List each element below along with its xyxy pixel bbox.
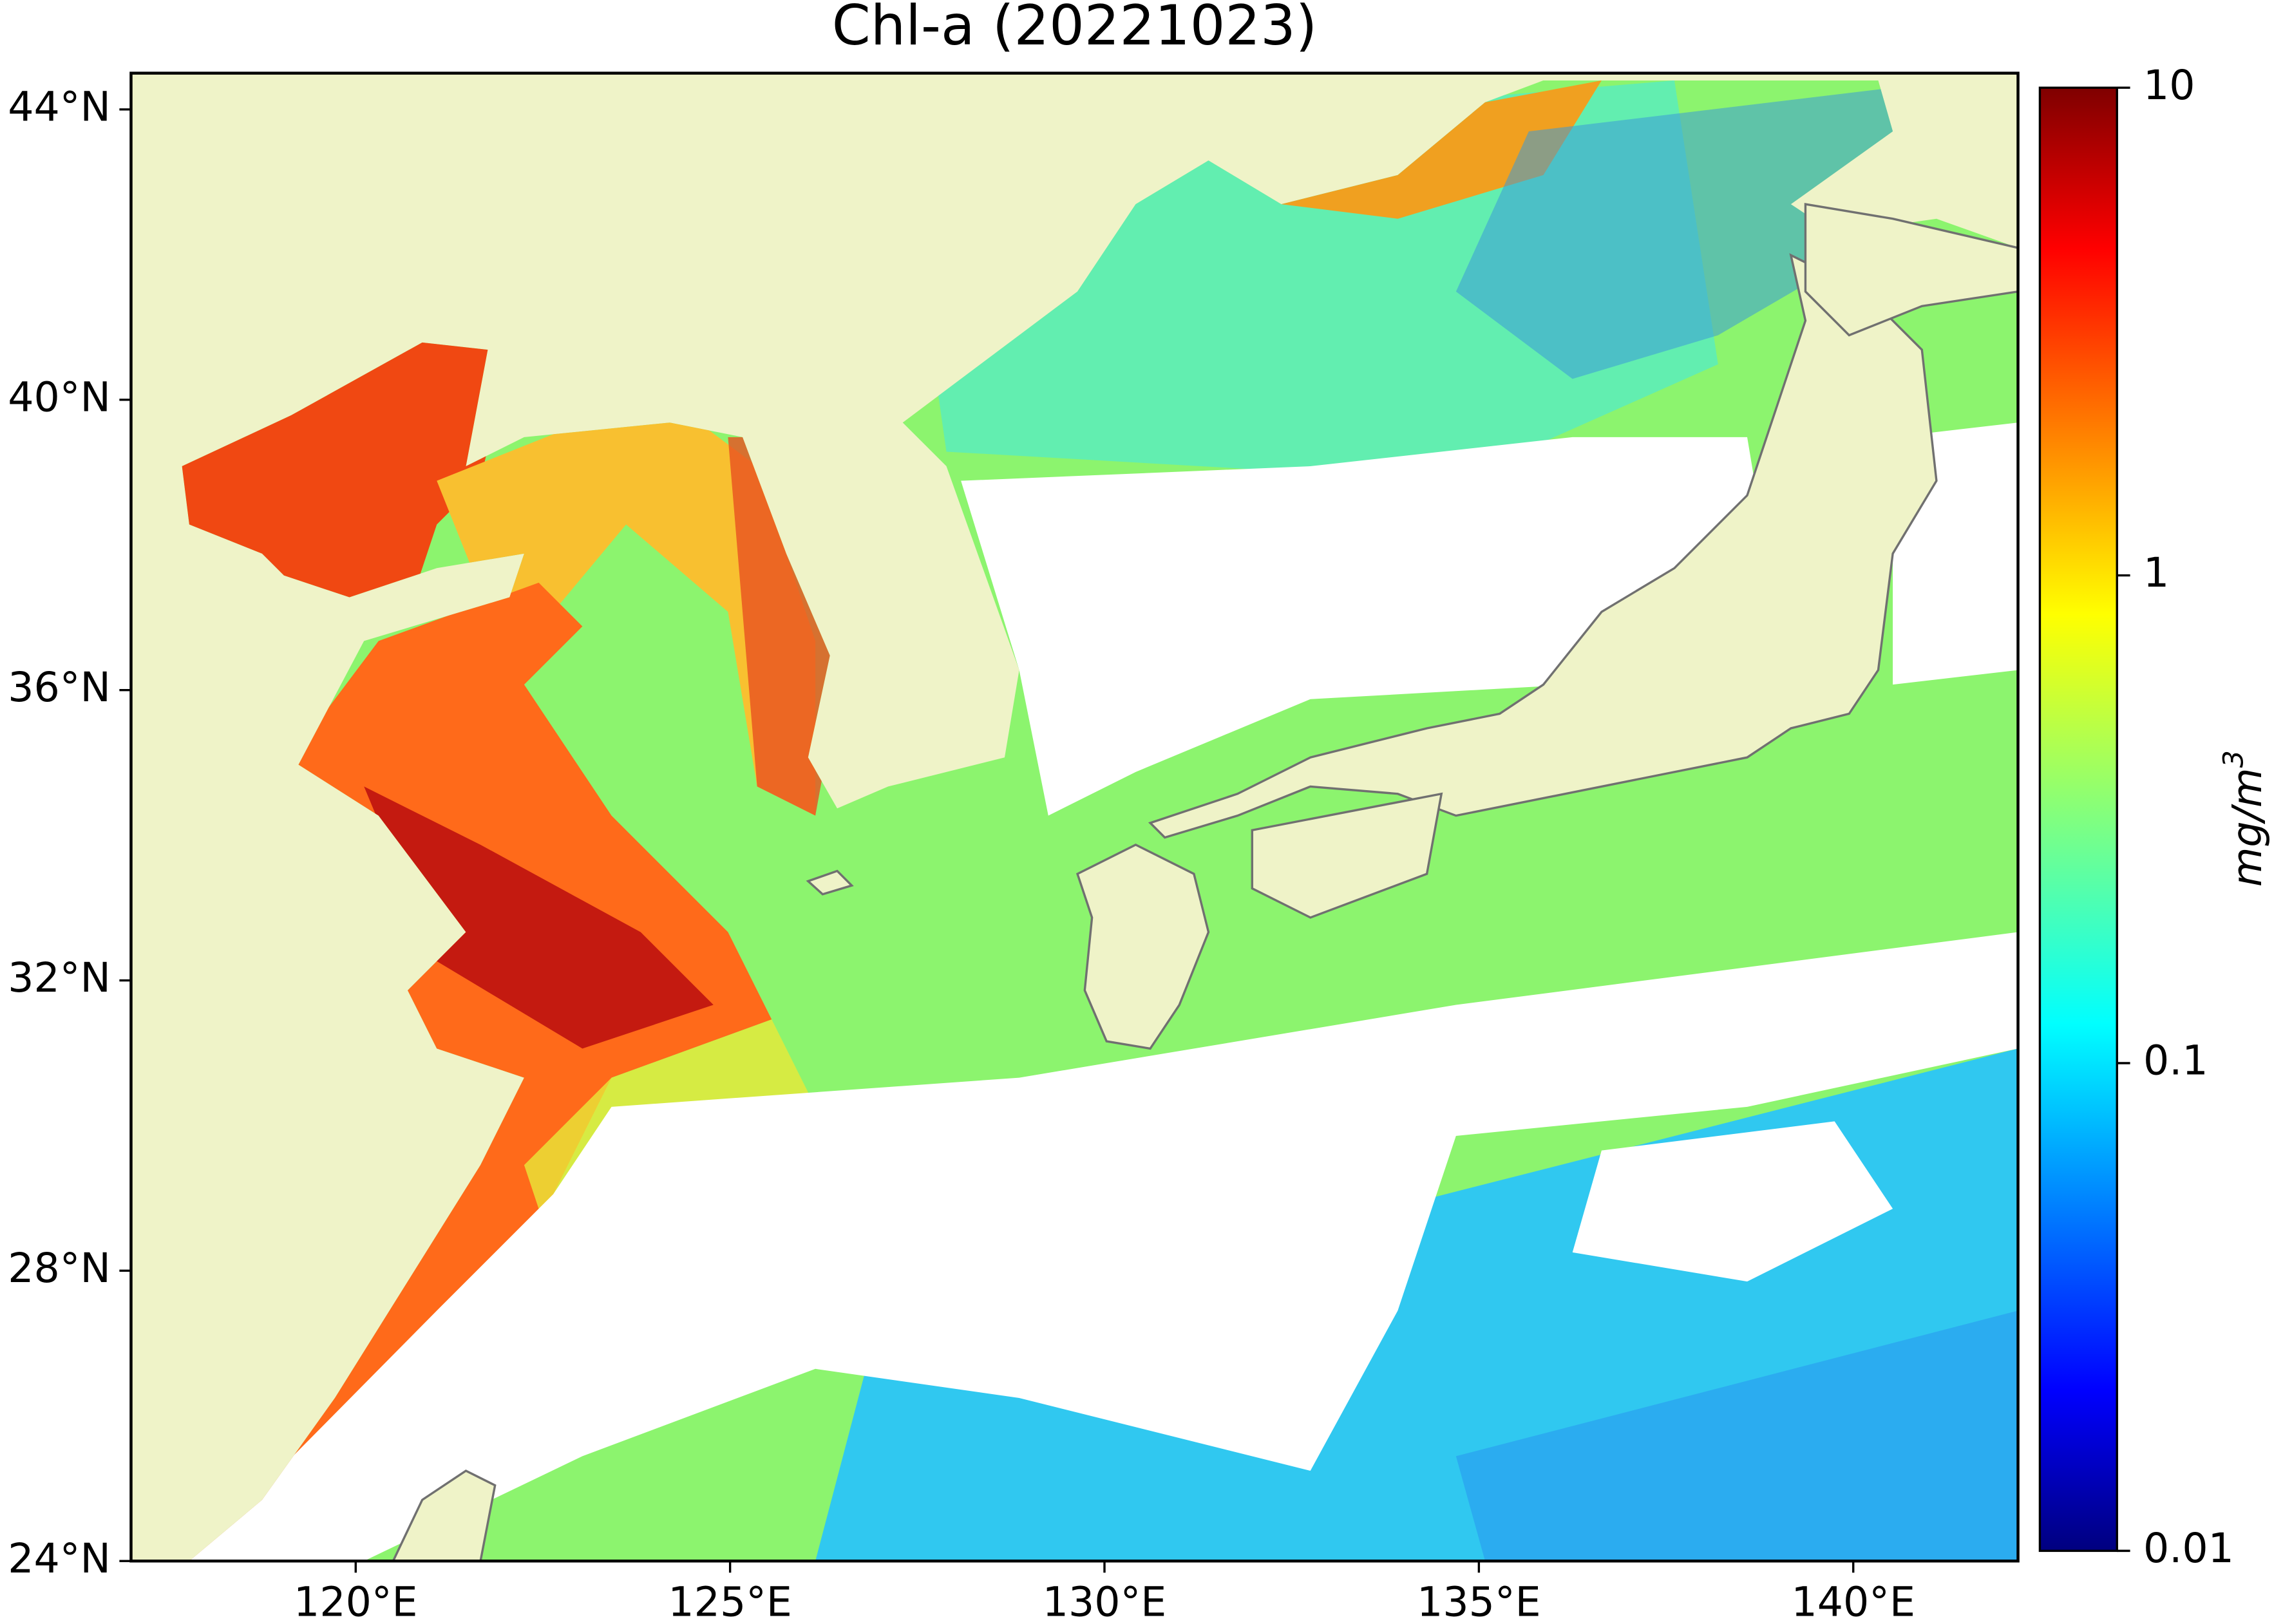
chl-field bbox=[182, 320, 510, 612]
y-tick-label: 40°N bbox=[8, 373, 111, 420]
map-area bbox=[131, 73, 2018, 1562]
title: Chl-a (20221023) bbox=[832, 0, 1318, 58]
x-tick-label: 135°E bbox=[1417, 1578, 1540, 1624]
x-tick-label: 130°E bbox=[1043, 1578, 1166, 1624]
honshu bbox=[1148, 253, 1938, 839]
hokkaido bbox=[1804, 203, 2018, 337]
jeju bbox=[806, 869, 854, 896]
colorbar-tick-label: 10 bbox=[2143, 61, 2195, 109]
colorbar-tick-label: 0.1 bbox=[2143, 1037, 2208, 1084]
y-tick-label: 44°N bbox=[8, 83, 111, 131]
colorbar-tick-label: 1 bbox=[2143, 549, 2169, 596]
chl-field bbox=[364, 786, 714, 1049]
colorbar-tick-label: 0.01 bbox=[2143, 1524, 2234, 1572]
chl-field bbox=[1455, 1310, 2018, 1562]
taiwan bbox=[392, 1469, 497, 1562]
shikoku bbox=[1251, 792, 1443, 919]
chl-field bbox=[437, 422, 816, 816]
cloud bbox=[1572, 1121, 1893, 1282]
x-tick-label: 140°E bbox=[1791, 1578, 1915, 1624]
y-tick-label: 36°N bbox=[8, 663, 111, 711]
map-frame bbox=[129, 71, 2020, 1563]
x-tick-label: 120°E bbox=[294, 1578, 417, 1624]
chl-field bbox=[1455, 88, 1893, 379]
y-tick-label: 24°N bbox=[8, 1534, 111, 1582]
y-tick-label: 28°N bbox=[8, 1244, 111, 1292]
cloud bbox=[961, 437, 1777, 816]
y-tick-label: 32°N bbox=[8, 954, 111, 1001]
colorbar-label: mg/m3 bbox=[2217, 750, 2271, 887]
kyushu bbox=[1075, 843, 1210, 1050]
colorbar-unit: mg/m bbox=[2223, 768, 2271, 887]
colorbar bbox=[2038, 86, 2118, 1553]
x-tick-label: 125°E bbox=[668, 1578, 791, 1624]
coastlines bbox=[392, 203, 2018, 1562]
colorbar-unit-exponent: 3 bbox=[2217, 750, 2250, 768]
cloud bbox=[189, 932, 2018, 1562]
chl-field bbox=[1281, 80, 1602, 219]
